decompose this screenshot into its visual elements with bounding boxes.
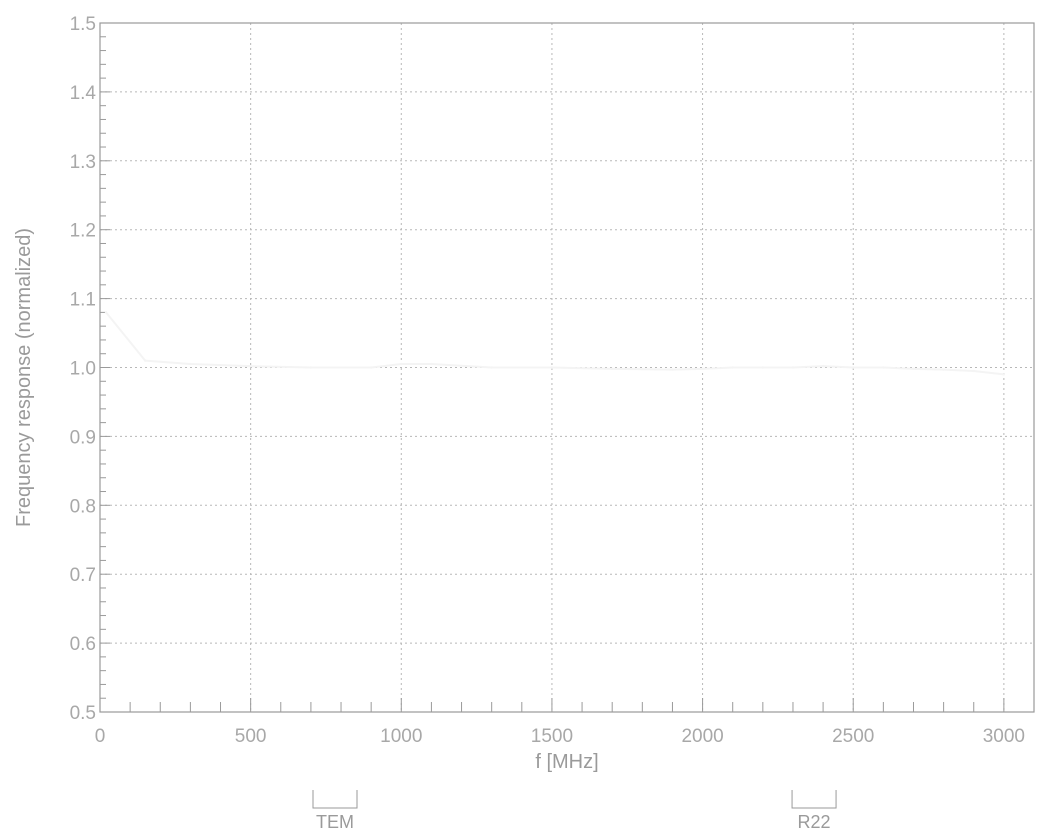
- data-series: [104, 311, 1006, 376]
- series-point: [942, 368, 945, 371]
- x-tick-label: 3000: [983, 726, 1025, 747]
- marker-label: R22: [798, 812, 831, 832]
- series-point: [731, 366, 734, 369]
- y-tick-label: 1.0: [70, 359, 96, 380]
- series-point: [1002, 373, 1006, 376]
- series-point: [791, 366, 795, 369]
- x-tick-label: 1000: [380, 726, 422, 747]
- series-point: [104, 311, 108, 314]
- plot-frame: [99, 22, 1035, 713]
- series-point: [430, 362, 433, 366]
- y-axis-title: Frequency response (normalized): [13, 228, 35, 527]
- series-point: [369, 366, 373, 369]
- series-point: [309, 366, 313, 369]
- y-tick-label: 1.3: [70, 152, 96, 173]
- series-point: [490, 366, 493, 369]
- y-tick-label: 0.6: [70, 634, 96, 655]
- series-point: [852, 366, 855, 369]
- y-tick-label: 1.2: [70, 221, 96, 242]
- marker-bracket: [312, 790, 358, 809]
- series-point: [912, 367, 915, 371]
- x-tick-label: 1500: [531, 726, 573, 747]
- series-point: [821, 364, 825, 368]
- series-point: [610, 367, 614, 371]
- series-point: [701, 367, 704, 371]
- frequency-markers: TEM R22: [312, 790, 837, 832]
- series-line: [105, 311, 1004, 376]
- series-point: [761, 366, 765, 369]
- series-point: [882, 366, 885, 369]
- minor-ticks: [99, 22, 1035, 713]
- y-tick-label: 0.8: [70, 496, 96, 517]
- y-tick-label: 1.5: [70, 14, 96, 35]
- marker-label: TEM: [316, 812, 354, 832]
- marker-bracket: [791, 790, 837, 809]
- x-tick-label: 2000: [681, 726, 723, 747]
- y-tick-label: 0.9: [70, 427, 96, 448]
- series-point: [143, 359, 147, 362]
- series-point: [550, 366, 554, 369]
- x-axis-title: f [MHz]: [535, 751, 598, 773]
- series-point: [972, 369, 975, 373]
- y-tick-label: 1.1: [70, 290, 96, 311]
- series-point: [400, 362, 403, 366]
- y-tick-label: 0.7: [70, 565, 96, 586]
- y-tick-label: 1.4: [70, 83, 97, 104]
- x-tick-label: 0: [95, 726, 106, 747]
- series-point: [671, 368, 674, 371]
- x-tick-label: 500: [235, 726, 267, 747]
- x-tick-labels: 0 500 1000 1500 2000 2500 3000: [95, 726, 1025, 747]
- series-point: [189, 362, 192, 366]
- series-point: [249, 364, 252, 368]
- x-tick-label: 2500: [832, 726, 874, 747]
- y-tick-label: 0.5: [70, 703, 96, 724]
- y-tick-labels: 0.5 0.6 0.7 0.8 0.9 1.0 1.1 1.2 1.3 1.4 1.5: [70, 14, 97, 724]
